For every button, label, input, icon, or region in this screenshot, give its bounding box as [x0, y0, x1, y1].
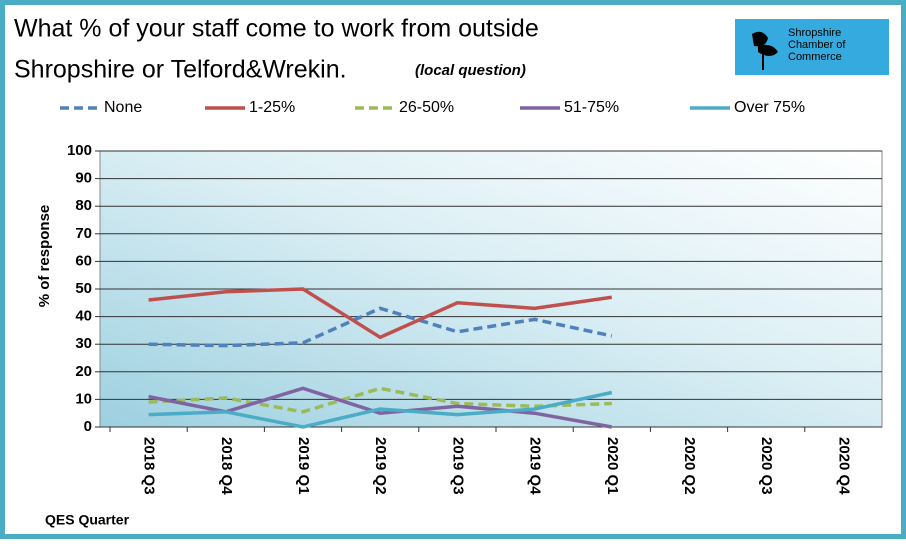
- logo-text: Chamber of: [788, 39, 846, 51]
- series-line: [148, 386, 612, 414]
- x-tick-label: 2020 Q4: [835, 437, 852, 495]
- y-tick-label: 50: [75, 280, 92, 297]
- y-tick-label: 90: [75, 170, 92, 187]
- legend-label: Over 75%: [734, 99, 805, 116]
- x-tick-label: 2018 Q4: [218, 437, 235, 495]
- x-tick-label: 2019 Q1: [295, 437, 312, 495]
- chart-title: What % of your staff come to work from o…: [14, 15, 539, 43]
- x-tick-label: 2019 Q2: [372, 437, 389, 495]
- legend-label: 26-50%: [399, 99, 454, 116]
- y-tick-label: 100: [67, 142, 92, 159]
- y-tick-label: 10: [75, 390, 92, 407]
- subtitle: (local question): [415, 62, 526, 79]
- legend-label: None: [104, 99, 142, 116]
- x-axis-label: QES Quarter: [45, 512, 130, 528]
- y-tick-label: 70: [75, 225, 92, 242]
- legend-label: 1-25%: [249, 99, 295, 116]
- logo: Shropshire Chamber of Commerce: [735, 19, 889, 75]
- series-line: [148, 287, 613, 340]
- legend-label: 51-75%: [564, 99, 619, 116]
- y-tick-label: 0: [84, 418, 92, 435]
- y-tick-label: 30: [75, 335, 92, 352]
- y-axis-label: % of response: [36, 205, 53, 308]
- logo-icon: [752, 31, 778, 56]
- y-tick-label: 40: [75, 308, 92, 325]
- x-tick-label: 2019 Q4: [527, 437, 544, 495]
- x-tick-label: 2019 Q3: [449, 437, 466, 495]
- y-tick-label: 20: [75, 363, 92, 380]
- logo-text: Shropshire: [788, 27, 841, 39]
- x-tick-label: 2018 Q3: [141, 437, 158, 495]
- chart-title: Shropshire or Telford&Wrekin.: [14, 56, 347, 84]
- series-line: [148, 390, 613, 429]
- y-tick-label: 80: [75, 197, 92, 214]
- y-tick-label: 60: [75, 252, 92, 269]
- x-tick-label: 2020 Q1: [604, 437, 621, 495]
- x-tick-label: 2020 Q3: [758, 437, 775, 495]
- series-line: [148, 306, 613, 348]
- logo-text: Commerce: [788, 51, 842, 63]
- x-tick-label: 2020 Q2: [681, 437, 698, 495]
